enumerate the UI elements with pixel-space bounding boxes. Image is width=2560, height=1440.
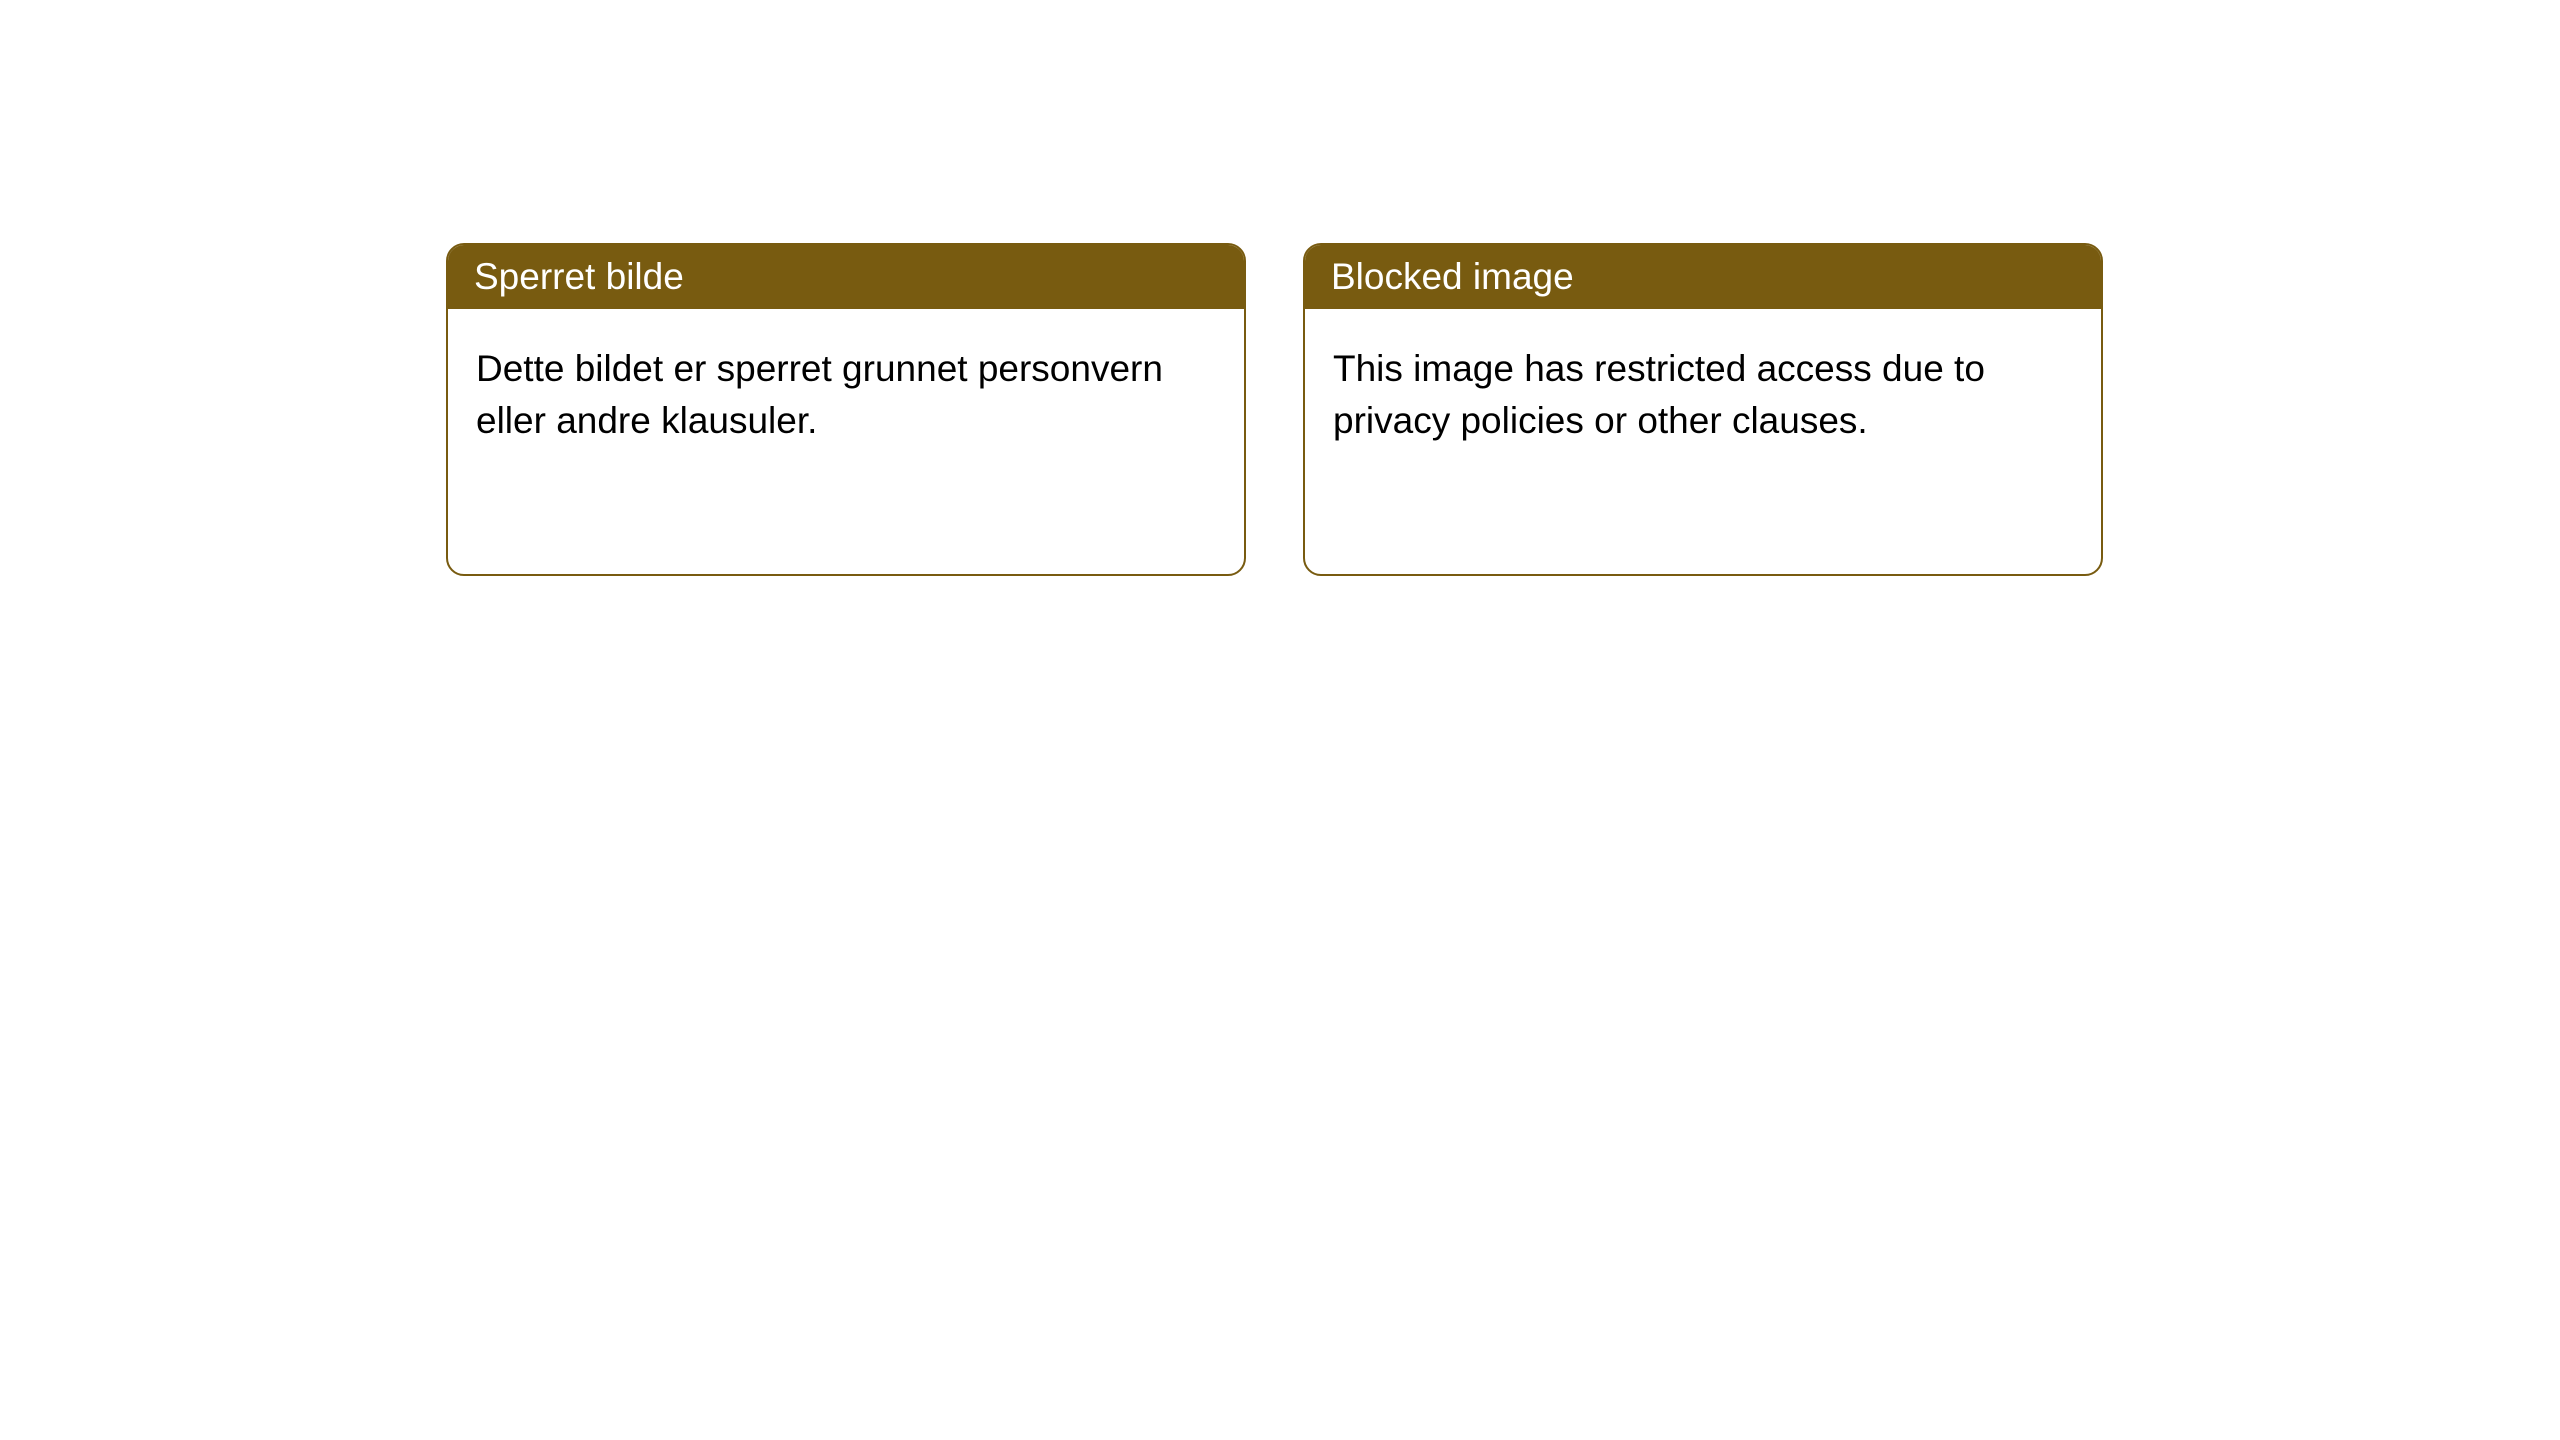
notice-header: Sperret bilde	[448, 245, 1244, 309]
notice-header: Blocked image	[1305, 245, 2101, 309]
notice-body: Dette bildet er sperret grunnet personve…	[448, 309, 1244, 481]
notice-box-norwegian: Sperret bilde Dette bildet er sperret gr…	[446, 243, 1246, 576]
notice-container: Sperret bilde Dette bildet er sperret gr…	[446, 243, 2103, 576]
notice-body: This image has restricted access due to …	[1305, 309, 2101, 481]
notice-box-english: Blocked image This image has restricted …	[1303, 243, 2103, 576]
